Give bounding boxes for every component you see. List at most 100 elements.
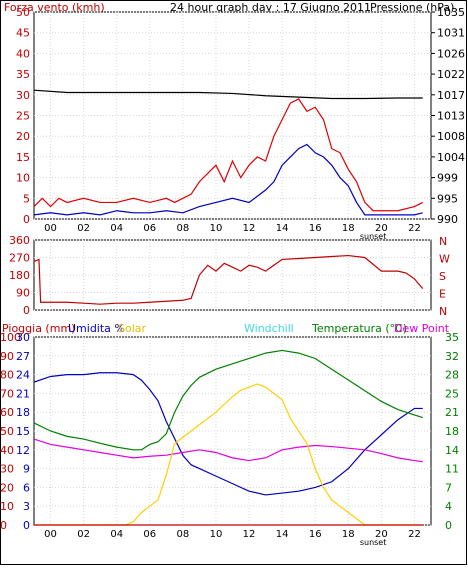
x-tick-label: 10 bbox=[210, 529, 223, 540]
rain-y-tick: 0 bbox=[0, 519, 7, 532]
wind-y-tick: 20 bbox=[16, 130, 30, 143]
pressure-y-tick: 1022 bbox=[437, 68, 465, 81]
temperature-label: Temperatura (°C) bbox=[311, 322, 407, 335]
series-gust bbox=[33, 98, 423, 212]
pressure-y-tick: 999 bbox=[437, 172, 458, 185]
wind-y-tick: 30 bbox=[16, 89, 30, 102]
rain-y-tick: 10 bbox=[0, 500, 14, 513]
humidity-y-tick: 9 bbox=[23, 463, 30, 476]
x-tick-label: 16 bbox=[309, 529, 322, 540]
humidity-y-tick: 3 bbox=[23, 500, 30, 513]
x-tick-label: 18 bbox=[342, 223, 355, 234]
rain-y-tick: 90 bbox=[0, 350, 14, 363]
pressure-y-tick: 1035 bbox=[437, 6, 465, 19]
rain-y-tick: 50 bbox=[0, 425, 14, 438]
chart-title: 24 hour graph day : 17 Giugno 2011 bbox=[170, 1, 371, 14]
wind-y-tick: 25 bbox=[16, 110, 30, 123]
rain-y-tick: 80 bbox=[0, 369, 14, 382]
x-tick-label: 10 bbox=[210, 223, 223, 234]
pressure-y-tick: 1008 bbox=[437, 130, 465, 143]
compass-label: W bbox=[439, 253, 450, 266]
x-tick-label: 00 bbox=[44, 529, 57, 540]
humidity-y-tick: 12 bbox=[16, 444, 30, 457]
x-tick-label: 04 bbox=[110, 223, 123, 234]
compass-label: S bbox=[439, 270, 446, 283]
x-tick-label: 22 bbox=[408, 529, 421, 540]
humidity-y-tick: 6 bbox=[23, 481, 30, 494]
wind-y-tick: 5 bbox=[23, 192, 30, 205]
temp-y-tick: 28 bbox=[445, 369, 459, 382]
series-dewpoint bbox=[33, 438, 423, 463]
humidity-y-tick: 0 bbox=[23, 519, 30, 532]
temp-y-tick: 21 bbox=[445, 406, 459, 419]
series-temperature bbox=[33, 349, 423, 451]
pressure-axis-label: Pressione (hPa) bbox=[370, 1, 454, 14]
x-tick-label: 20 bbox=[375, 223, 388, 234]
humidity-y-tick: 30 bbox=[16, 331, 30, 344]
pressure-y-tick: 1031 bbox=[437, 27, 465, 40]
x-tick-label: 22 bbox=[408, 223, 421, 234]
pressure-y-tick: 995 bbox=[437, 192, 458, 205]
solar-label: Solar bbox=[118, 322, 147, 335]
humidity-y-tick: 18 bbox=[16, 406, 30, 419]
x-tick-label: 08 bbox=[177, 223, 190, 234]
wind-y-tick: 40 bbox=[16, 47, 30, 60]
wind-y-tick: 35 bbox=[16, 68, 30, 81]
direction-y-tick: 90 bbox=[16, 287, 30, 300]
series-solar bbox=[34, 383, 423, 526]
series-pressure bbox=[33, 89, 423, 100]
temp-y-tick: 32 bbox=[445, 350, 459, 363]
direction-y-tick: 360 bbox=[9, 234, 30, 247]
wind-y-tick: 0 bbox=[23, 213, 30, 226]
x-tick-label: 18 bbox=[342, 529, 355, 540]
temp-y-tick: 25 bbox=[445, 387, 459, 400]
rain-y-tick: 70 bbox=[0, 387, 14, 400]
x-tick-label: 20 bbox=[375, 529, 388, 540]
compass-label: N bbox=[439, 305, 447, 318]
pressure-y-tick: 1026 bbox=[437, 47, 465, 60]
x-tick-label: 02 bbox=[77, 223, 90, 234]
compass-label: N bbox=[439, 235, 447, 248]
pressure-y-tick: 990 bbox=[437, 213, 458, 226]
x-tick-label: 06 bbox=[143, 529, 156, 540]
series-wind bbox=[33, 143, 423, 216]
wind-y-tick: 10 bbox=[16, 172, 30, 185]
humidity-y-tick: 15 bbox=[16, 425, 30, 438]
direction-y-tick: 180 bbox=[9, 269, 30, 282]
rain-y-tick: 100 bbox=[0, 331, 21, 344]
dewpoint-label: Dew Point bbox=[394, 322, 450, 335]
wind-axis-label: Forza vento (kmh) bbox=[4, 1, 105, 14]
x-tick-label: 14 bbox=[276, 223, 289, 234]
series-humidity bbox=[33, 372, 423, 496]
x-tick-label: 14 bbox=[276, 529, 289, 540]
rain-y-tick: 40 bbox=[0, 444, 14, 457]
humidity-label: Umidita % bbox=[68, 322, 125, 335]
x-tick-label: 00 bbox=[44, 223, 57, 234]
wind-y-tick: 45 bbox=[16, 27, 30, 40]
humidity-y-tick: 27 bbox=[16, 350, 30, 363]
rain-y-tick: 60 bbox=[0, 406, 14, 419]
temp-y-tick: 11 bbox=[445, 463, 459, 476]
direction-y-tick: 270 bbox=[9, 252, 30, 265]
temp-y-tick: 0 bbox=[445, 519, 452, 532]
windchill-label: Windchill bbox=[244, 322, 294, 335]
direction-y-tick: 0 bbox=[23, 304, 30, 317]
sunset-label: sunset bbox=[360, 232, 387, 241]
x-tick-label: 06 bbox=[143, 223, 156, 234]
x-tick-label: 02 bbox=[77, 529, 90, 540]
compass-label: E bbox=[439, 288, 446, 301]
rain-y-tick: 20 bbox=[0, 481, 14, 494]
pressure-y-tick: 1017 bbox=[437, 89, 465, 102]
temp-y-tick: 4 bbox=[445, 500, 452, 513]
x-tick-label: 08 bbox=[177, 529, 190, 540]
series-layer bbox=[33, 89, 424, 526]
humidity-y-tick: 24 bbox=[16, 369, 30, 382]
x-tick-label: 04 bbox=[110, 529, 123, 540]
wind-y-tick: 50 bbox=[16, 6, 30, 19]
pressure-y-tick: 1013 bbox=[437, 110, 465, 123]
pressure-y-tick: 1004 bbox=[437, 151, 465, 164]
